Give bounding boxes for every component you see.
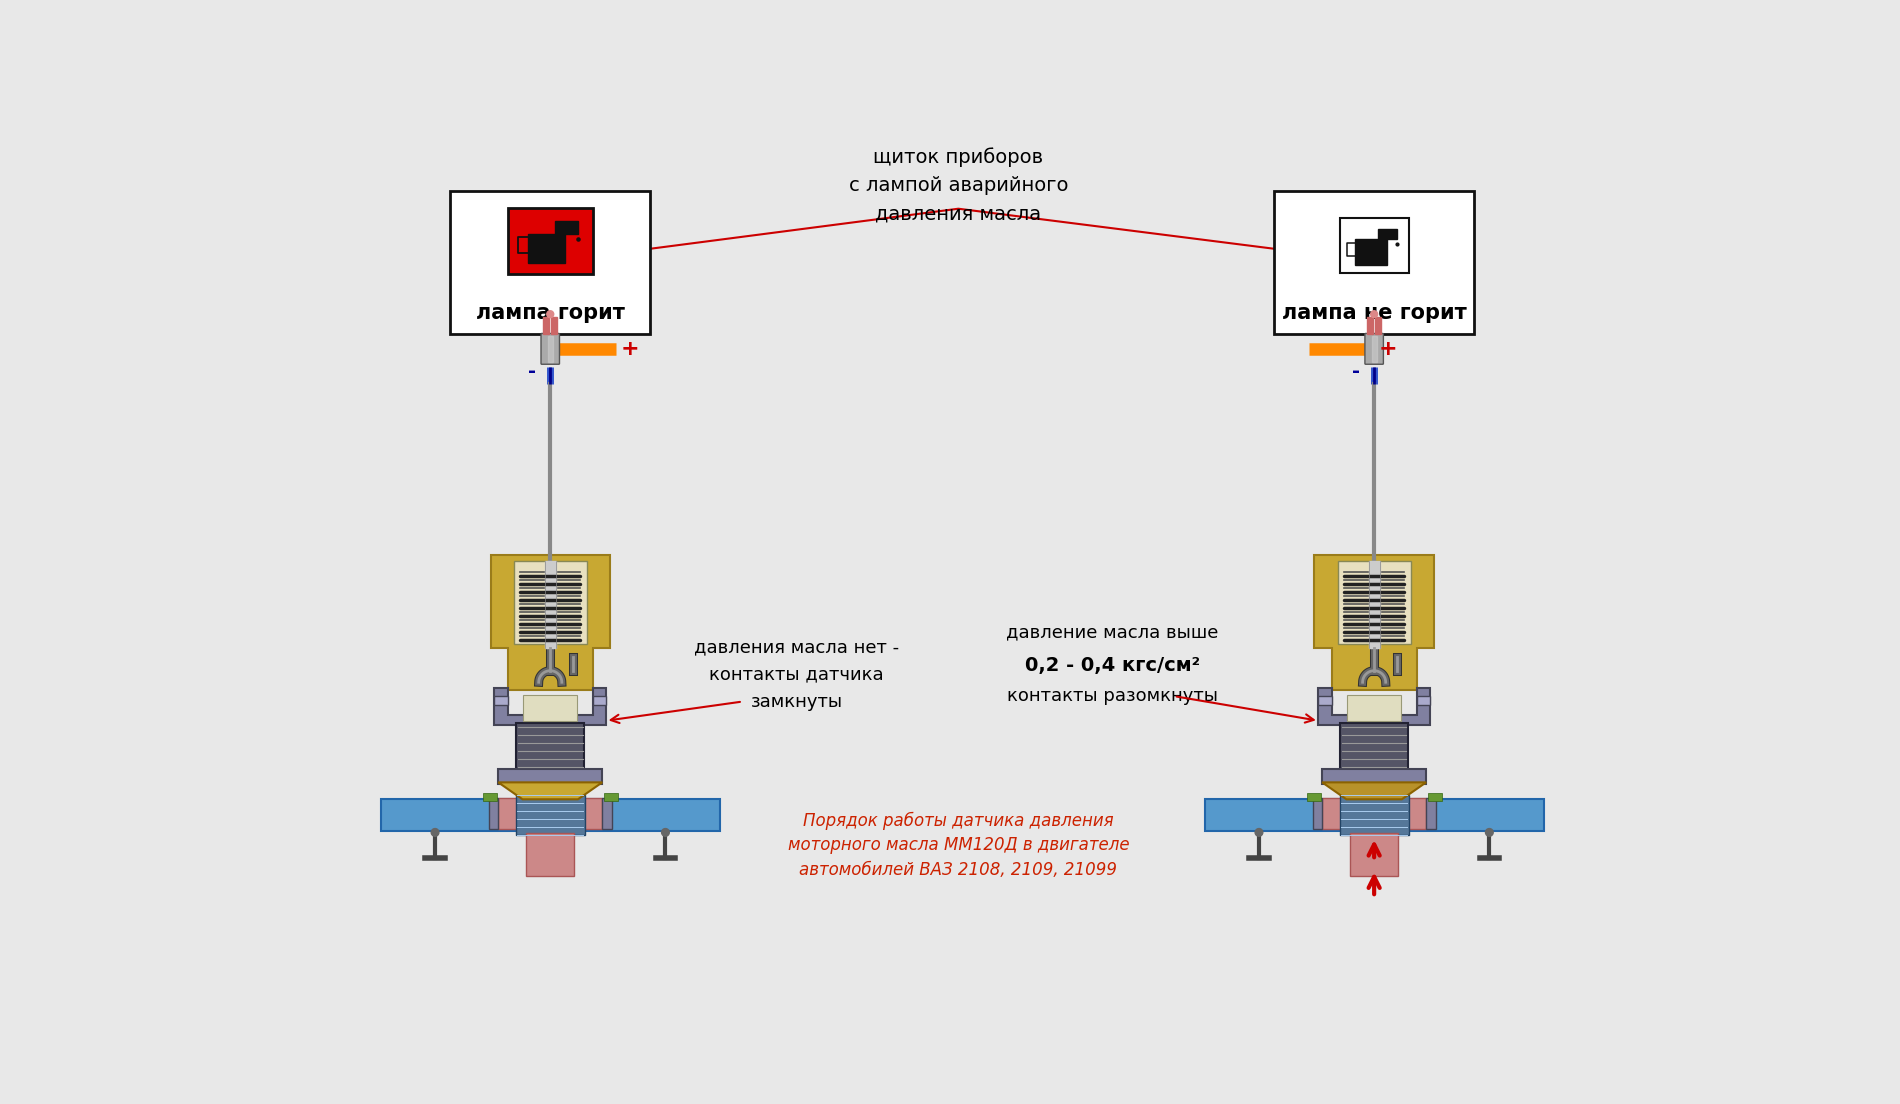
Text: замкнуты: замкнуты <box>750 692 844 711</box>
Polygon shape <box>602 798 612 829</box>
Text: -: - <box>528 362 536 382</box>
Circle shape <box>547 310 553 318</box>
Polygon shape <box>1372 336 1378 362</box>
Polygon shape <box>1322 769 1427 784</box>
Polygon shape <box>555 221 578 234</box>
Circle shape <box>661 829 669 836</box>
Polygon shape <box>513 561 587 644</box>
Text: лампа горит: лампа горит <box>475 302 625 322</box>
Polygon shape <box>498 783 602 799</box>
Text: +: + <box>621 339 640 359</box>
Circle shape <box>1370 310 1377 318</box>
Polygon shape <box>1319 697 1332 705</box>
Polygon shape <box>543 317 549 335</box>
Polygon shape <box>604 793 618 800</box>
Polygon shape <box>498 769 602 784</box>
Polygon shape <box>494 689 606 724</box>
Polygon shape <box>1417 697 1431 705</box>
Circle shape <box>1256 829 1264 836</box>
Polygon shape <box>1376 317 1381 335</box>
FancyBboxPatch shape <box>507 209 593 274</box>
Polygon shape <box>498 798 602 829</box>
Polygon shape <box>1340 795 1408 835</box>
Polygon shape <box>1319 689 1431 724</box>
Polygon shape <box>1322 783 1427 799</box>
Polygon shape <box>551 317 557 335</box>
Polygon shape <box>1378 229 1396 240</box>
Text: моторного масла ММ120Д в двигателе: моторного масла ММ120Д в двигателе <box>787 837 1129 854</box>
Polygon shape <box>1347 696 1400 721</box>
Polygon shape <box>526 834 574 875</box>
Polygon shape <box>1355 240 1387 265</box>
FancyBboxPatch shape <box>450 191 650 333</box>
Polygon shape <box>517 723 583 771</box>
Polygon shape <box>515 795 585 835</box>
Polygon shape <box>547 336 553 362</box>
Text: Порядок работы датчика давления: Порядок работы датчика давления <box>804 811 1113 830</box>
Polygon shape <box>1307 793 1320 800</box>
Polygon shape <box>494 697 507 705</box>
Polygon shape <box>1338 561 1410 644</box>
Circle shape <box>1486 829 1493 836</box>
FancyBboxPatch shape <box>1275 191 1474 333</box>
Text: щиток приборов
с лампой аварийного
давления масла: щиток приборов с лампой аварийного давле… <box>849 148 1068 223</box>
Polygon shape <box>545 561 555 648</box>
FancyBboxPatch shape <box>1364 333 1383 364</box>
Text: автомобилей ВАЗ 2108, 2109, 21099: автомобилей ВАЗ 2108, 2109, 21099 <box>800 861 1117 879</box>
Polygon shape <box>1351 834 1398 875</box>
Polygon shape <box>528 234 564 264</box>
Text: лампа не горит: лампа не горит <box>1282 302 1467 322</box>
Polygon shape <box>488 798 498 829</box>
Polygon shape <box>522 696 578 721</box>
Polygon shape <box>380 798 720 831</box>
Text: 0,2 - 0,4 кгс/см²: 0,2 - 0,4 кгс/см² <box>1024 656 1201 675</box>
Polygon shape <box>1427 793 1442 800</box>
Polygon shape <box>1322 798 1427 829</box>
Polygon shape <box>1315 555 1434 690</box>
Polygon shape <box>593 697 606 705</box>
Circle shape <box>431 829 439 836</box>
Polygon shape <box>1313 798 1322 829</box>
Text: давление масла выше: давление масла выше <box>1007 624 1218 641</box>
FancyBboxPatch shape <box>542 333 559 364</box>
Text: контакты разомкнуты: контакты разомкнуты <box>1007 687 1218 705</box>
Polygon shape <box>1368 561 1379 648</box>
Text: -: - <box>1353 362 1360 382</box>
Text: давления масла нет -: давления масла нет - <box>694 638 899 657</box>
Polygon shape <box>1427 798 1436 829</box>
Text: контакты датчика: контакты датчика <box>709 666 884 683</box>
Polygon shape <box>1340 723 1408 771</box>
Polygon shape <box>483 793 496 800</box>
Polygon shape <box>1368 317 1374 335</box>
Polygon shape <box>1205 798 1543 831</box>
Polygon shape <box>490 555 610 690</box>
Text: +: + <box>1379 339 1396 359</box>
FancyBboxPatch shape <box>1340 217 1408 274</box>
